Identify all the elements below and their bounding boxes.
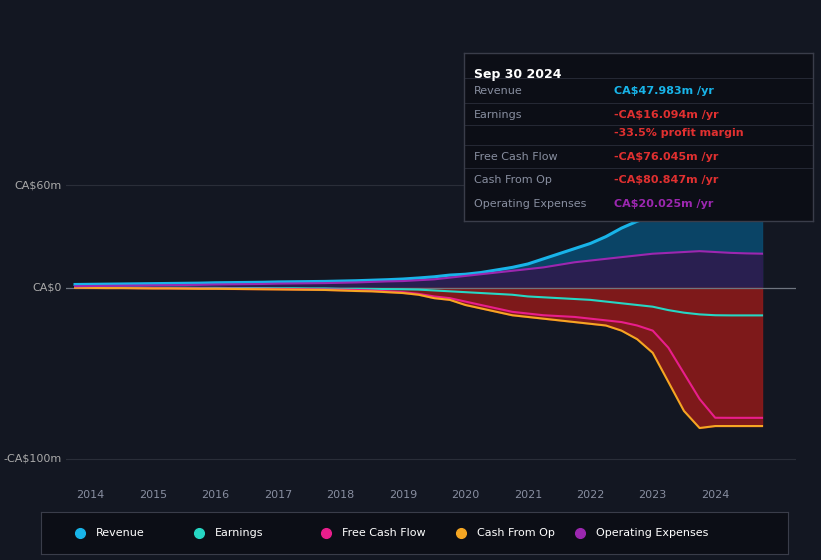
Text: -CA$80.847m /yr: -CA$80.847m /yr — [614, 175, 718, 185]
Text: -CA$16.094m /yr: -CA$16.094m /yr — [614, 110, 718, 119]
Text: -CA$100m: -CA$100m — [4, 454, 62, 464]
Text: Cash From Op: Cash From Op — [475, 175, 553, 185]
Text: -CA$76.045m /yr: -CA$76.045m /yr — [614, 152, 718, 161]
Text: Operating Expenses: Operating Expenses — [596, 529, 709, 538]
Text: Revenue: Revenue — [475, 86, 523, 96]
Text: Sep 30 2024: Sep 30 2024 — [475, 68, 562, 81]
Text: Earnings: Earnings — [215, 529, 264, 538]
Text: CA$47.983m /yr: CA$47.983m /yr — [614, 86, 713, 96]
Text: Free Cash Flow: Free Cash Flow — [475, 152, 558, 161]
Text: Operating Expenses: Operating Expenses — [475, 199, 587, 208]
Text: Earnings: Earnings — [475, 110, 523, 119]
Text: CA$0: CA$0 — [33, 283, 62, 293]
Text: Revenue: Revenue — [95, 529, 144, 538]
Text: Free Cash Flow: Free Cash Flow — [342, 529, 426, 538]
Text: Cash From Op: Cash From Op — [477, 529, 554, 538]
Text: CA$20.025m /yr: CA$20.025m /yr — [614, 199, 713, 208]
Text: CA$60m: CA$60m — [15, 180, 62, 190]
Text: -33.5% profit margin: -33.5% profit margin — [614, 128, 744, 138]
